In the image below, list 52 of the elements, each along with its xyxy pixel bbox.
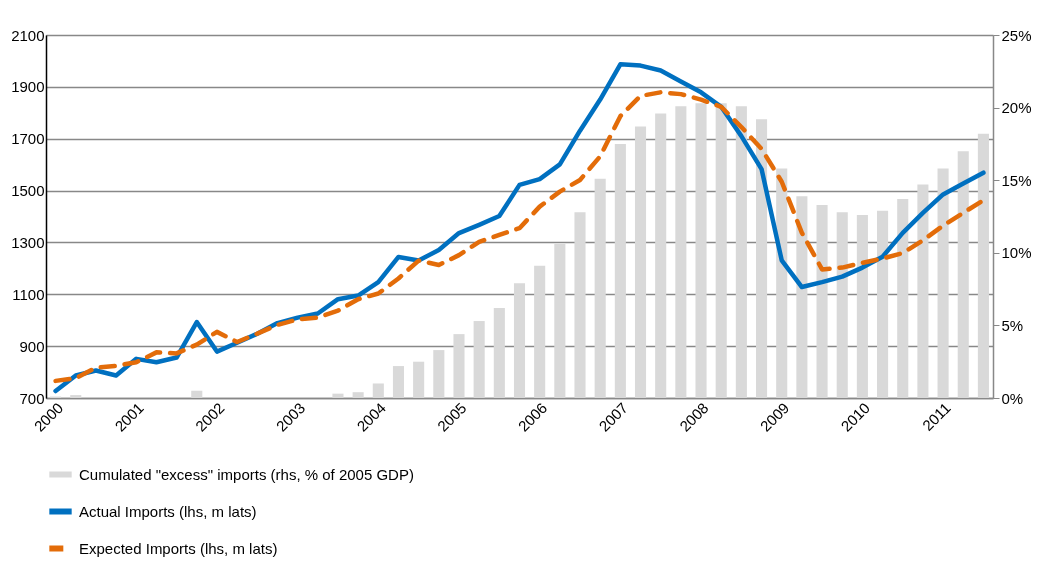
bar bbox=[70, 395, 82, 398]
bar bbox=[877, 210, 889, 398]
bar bbox=[634, 126, 647, 398]
bar bbox=[816, 204, 828, 398]
bar bbox=[453, 334, 465, 398]
bar bbox=[433, 350, 445, 398]
y2-tick-label: 15% bbox=[1001, 171, 1032, 189]
bar bbox=[977, 133, 989, 398]
bar bbox=[392, 366, 405, 398]
bar bbox=[735, 106, 747, 398]
legend-label: Cumulated "excess" imports (rhs, % of 2005 GDP) bbox=[79, 465, 414, 483]
bar bbox=[191, 390, 203, 398]
y2-tick-label: 0% bbox=[1001, 389, 1024, 407]
bar bbox=[513, 283, 526, 398]
y-tick-label: 700 bbox=[19, 389, 45, 407]
bar bbox=[856, 215, 868, 398]
y-tick-label: 1300 bbox=[11, 233, 45, 251]
y-tick-label: 1100 bbox=[12, 285, 45, 303]
bar bbox=[594, 178, 606, 398]
bar bbox=[614, 143, 626, 398]
bar bbox=[675, 106, 687, 398]
bar bbox=[917, 184, 929, 398]
bar bbox=[352, 392, 364, 398]
bar bbox=[957, 151, 969, 398]
y2-tick-label: 10% bbox=[1001, 244, 1032, 262]
bar bbox=[756, 119, 768, 398]
y2-tick-label: 5% bbox=[1001, 316, 1024, 334]
y-tick-label: 1500 bbox=[11, 182, 45, 200]
y-tick-label: 900 bbox=[19, 337, 45, 355]
y2-tick-label: 20% bbox=[1001, 99, 1032, 117]
bar bbox=[554, 244, 566, 398]
y2-tick-label: 25% bbox=[1001, 26, 1032, 44]
bar bbox=[372, 383, 384, 398]
bar bbox=[715, 103, 727, 398]
y-tick-label: 2100 bbox=[11, 26, 45, 44]
bar bbox=[493, 307, 505, 398]
bar bbox=[897, 199, 909, 398]
y-tick-label: 1900 bbox=[11, 78, 45, 96]
bar bbox=[836, 212, 848, 398]
bar bbox=[332, 393, 344, 398]
bar bbox=[574, 212, 586, 398]
bar bbox=[473, 321, 485, 398]
legend-label: Actual Imports (lhs, m lats) bbox=[79, 502, 257, 520]
legend-label: Expected Imports (lhs, m lats) bbox=[79, 539, 278, 557]
bar bbox=[695, 103, 707, 398]
bar bbox=[796, 196, 808, 398]
bar bbox=[776, 168, 788, 398]
y-tick-label: 1700 bbox=[11, 130, 45, 148]
bar bbox=[655, 113, 667, 398]
bar bbox=[534, 265, 546, 398]
bar bbox=[413, 361, 425, 398]
bar bbox=[937, 168, 949, 398]
